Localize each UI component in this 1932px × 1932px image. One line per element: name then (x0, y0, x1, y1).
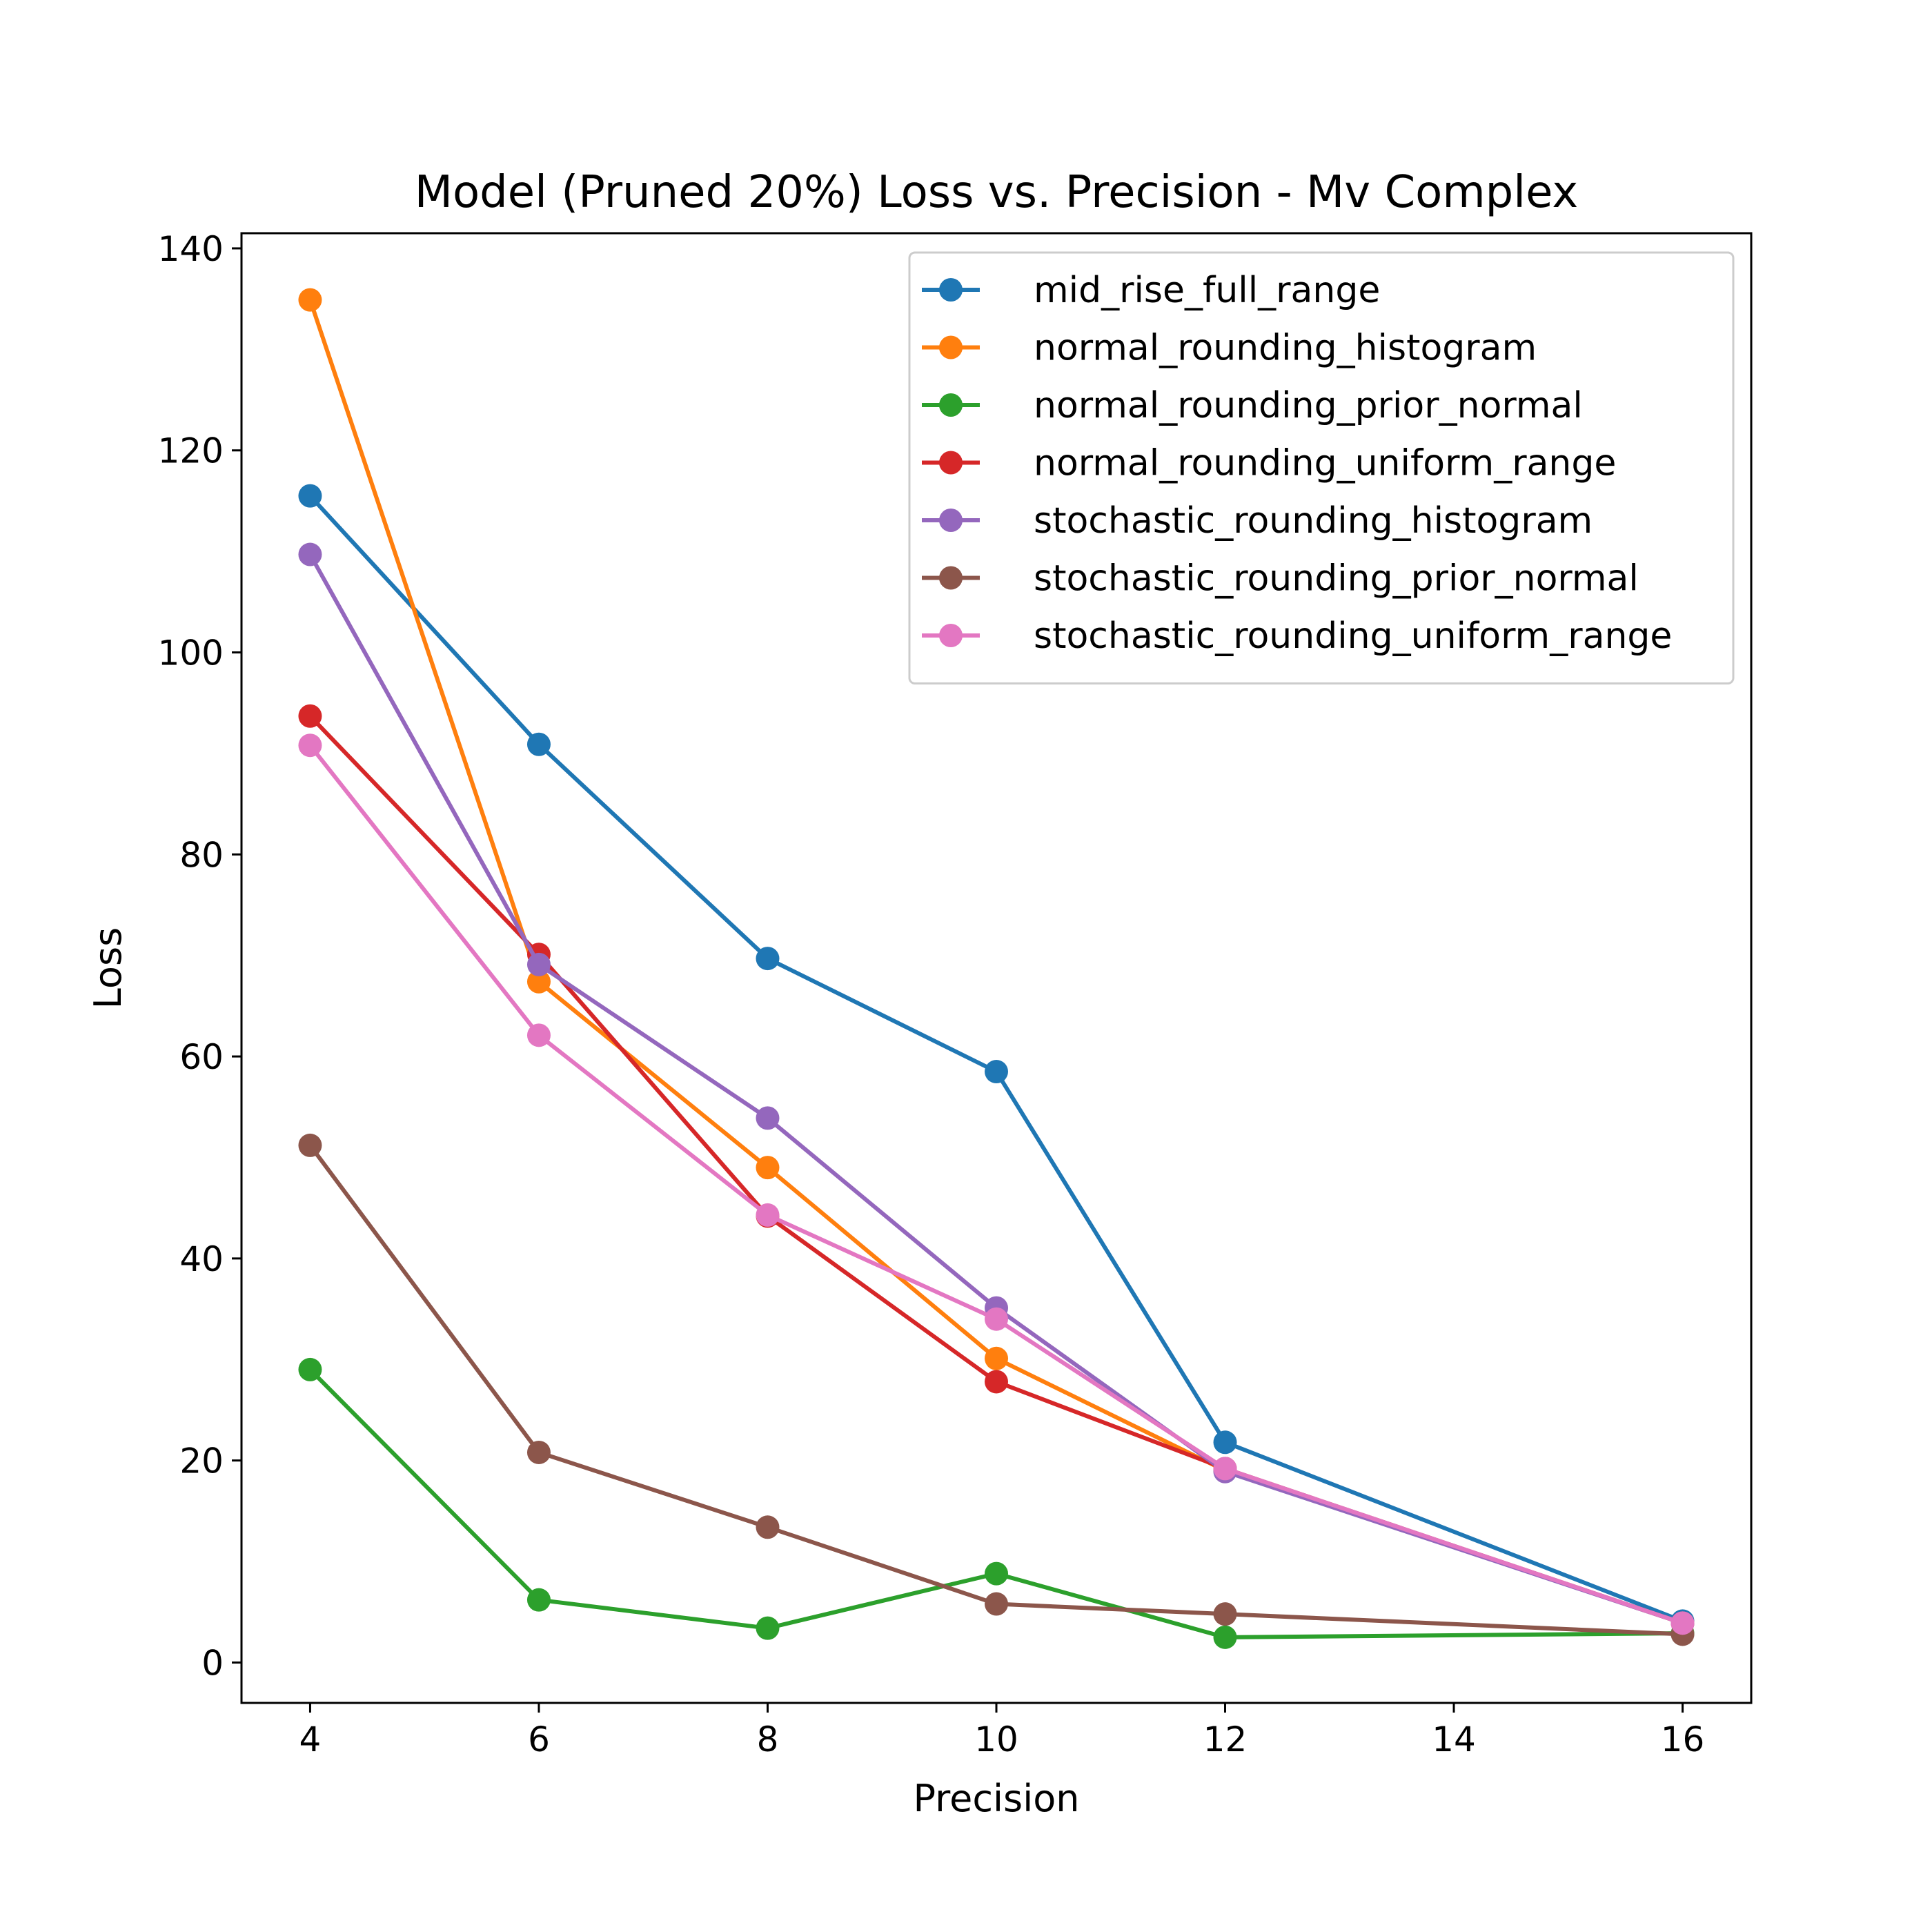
data-point-stochastic_rounding_uniform_range (298, 733, 322, 758)
data-point-stochastic_rounding_uniform_range (1670, 1611, 1695, 1635)
y-tick-label: 60 (179, 1037, 224, 1077)
data-point-normal_rounding_histogram (985, 1346, 1008, 1370)
data-point-stochastic_rounding_uniform_range (756, 1203, 780, 1227)
legend-box (908, 251, 1735, 684)
data-point-stochastic_rounding_prior_normal (985, 1592, 1008, 1616)
series-line-stochastic_rounding_prior_normal (308, 1144, 1683, 1637)
data-point-normal_rounding_uniform_range (985, 1370, 1008, 1394)
legend-label: normal_rounding_prior_normal (1034, 385, 1583, 426)
data-point-normal_rounding_prior_normal (1213, 1625, 1237, 1649)
x-axis-label: Precision (914, 1777, 1080, 1820)
data-point-stochastic_rounding_prior_normal (298, 1133, 322, 1157)
data-point-stochastic_rounding_prior_normal (756, 1515, 780, 1539)
data-point-stochastic_rounding_uniform_range (526, 1023, 551, 1047)
y-tick-label: 20 (179, 1441, 224, 1481)
x-tick-label: 6 (528, 1719, 550, 1759)
data-point-stochastic_rounding_prior_normal (1213, 1602, 1237, 1626)
legend-label: mid_rise_full_range (1034, 270, 1380, 311)
data-point-normal_rounding_prior_normal (526, 1588, 551, 1612)
y-tick-label: 80 (179, 835, 224, 875)
series-line-stochastic_rounding_uniform_range (308, 744, 1684, 1626)
x-axis: 4 6 8 10 12 14 16 (299, 1703, 1705, 1759)
legend: mid_rise_full_range normal_rounding_histo… (908, 251, 1735, 684)
legend-marker (939, 624, 963, 647)
data-point-normal_rounding_uniform_range (298, 704, 322, 728)
series-line-mid_rise_full_range (308, 494, 1684, 1624)
data-point-mid_rise_full_range (985, 1060, 1008, 1084)
series-line-normal_rounding_prior_normal (308, 1368, 1683, 1639)
data-point-normal_rounding_prior_normal (756, 1616, 780, 1640)
legend-marker (939, 566, 963, 590)
data-point-stochastic_rounding_histogram (298, 542, 322, 566)
y-tick-label: 140 (158, 229, 224, 269)
legend-marker (939, 509, 963, 532)
legend-label: normal_rounding_uniform_range (1034, 443, 1616, 484)
x-tick-label: 8 (757, 1719, 779, 1759)
data-point-normal_rounding_histogram (526, 969, 551, 994)
legend-marker (939, 451, 963, 475)
data-point-normal_rounding_prior_normal (298, 1357, 322, 1381)
data-point-stochastic_rounding_uniform_range (1213, 1457, 1237, 1481)
x-tick-label: 14 (1432, 1719, 1476, 1759)
legend-marker (939, 393, 963, 417)
data-point-stochastic_rounding_uniform_range (985, 1307, 1008, 1331)
y-tick-label: 40 (179, 1239, 224, 1279)
x-tick-label: 16 (1661, 1719, 1705, 1759)
data-point-normal_rounding_histogram (756, 1156, 780, 1180)
data-point-mid_rise_full_range (756, 947, 780, 971)
data-point-mid_rise_full_range (298, 484, 322, 508)
data-point-normal_rounding_histogram (298, 288, 322, 312)
y-tick-label: 120 (158, 431, 224, 471)
data-point-stochastic_rounding_prior_normal (526, 1440, 551, 1464)
data-point-stochastic_rounding_histogram (526, 952, 551, 976)
legend-label: stochastic_rounding_prior_normal (1034, 558, 1639, 600)
y-axis: 0 20 40 60 80 100 120 140 (158, 229, 241, 1683)
legend-label: normal_rounding_histogram (1034, 328, 1537, 369)
legend-marker (939, 335, 963, 359)
data-point-mid_rise_full_range (526, 732, 551, 756)
legend-label: stochastic_rounding_histogram (1034, 500, 1593, 542)
x-tick-label: 12 (1203, 1719, 1248, 1759)
y-axis-label: Loss (86, 927, 130, 1009)
data-point-normal_rounding_prior_normal (985, 1561, 1008, 1586)
x-tick-label: 10 (974, 1719, 1018, 1759)
data-point-mid_rise_full_range (1213, 1430, 1237, 1455)
series-group (298, 288, 1695, 1649)
y-tick-label: 0 (201, 1643, 224, 1683)
chart-title: Model (Pruned 20%) Loss vs. Precision - … (415, 167, 1578, 218)
legend-label: stochastic_rounding_uniform_range (1034, 615, 1672, 657)
x-tick-label: 4 (299, 1719, 322, 1759)
y-tick-label: 100 (158, 633, 224, 673)
data-point-stochastic_rounding_histogram (756, 1106, 780, 1130)
series-line-stochastic_rounding_histogram (308, 553, 1684, 1626)
legend-marker (939, 278, 963, 302)
